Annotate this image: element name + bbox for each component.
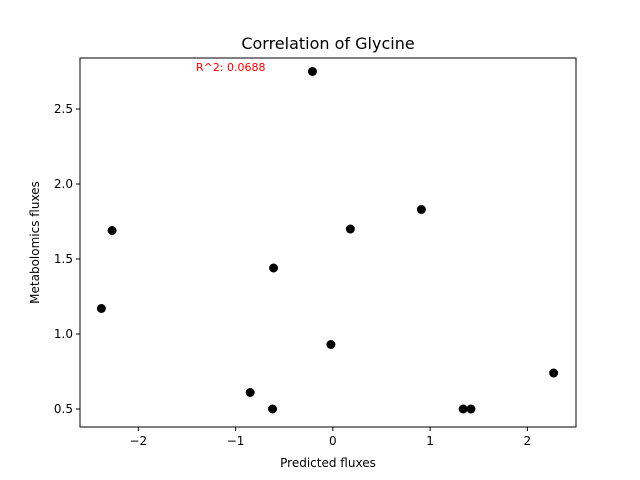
x-tick-label: −2 xyxy=(130,434,148,448)
y-tick-label: 1.0 xyxy=(54,327,73,341)
data-point xyxy=(307,67,317,76)
x-tick-label: −1 xyxy=(227,434,245,448)
y-axis-label: Metabolomics fluxes xyxy=(28,181,42,304)
x-axis: −2 −1 0 1 2 xyxy=(130,427,532,448)
data-point xyxy=(269,263,279,273)
y-tick-label: 1.5 xyxy=(54,252,73,266)
data-points xyxy=(96,67,559,414)
data-point xyxy=(458,404,468,414)
x-tick-label: 2 xyxy=(524,434,532,448)
data-point xyxy=(268,404,278,414)
data-point xyxy=(107,226,117,235)
y-tick-label: 2.5 xyxy=(54,102,73,116)
plot-area-frame xyxy=(79,57,577,428)
chart-title: Correlation of Glycine xyxy=(241,34,414,53)
data-point xyxy=(416,205,426,214)
data-point xyxy=(345,224,355,234)
y-axis: 0.5 1.0 1.5 2.0 2.5 xyxy=(54,102,80,416)
r-squared-annotation: R^2: 0.0688 xyxy=(196,61,266,74)
x-tick-label: 1 xyxy=(426,434,434,448)
x-axis-label: Predicted fluxes xyxy=(280,456,376,470)
data-point xyxy=(466,404,476,414)
data-point xyxy=(549,368,559,378)
data-point xyxy=(245,388,255,397)
data-point xyxy=(96,304,106,313)
x-tick-label: 0 xyxy=(329,434,337,448)
y-tick-label: 2.0 xyxy=(54,177,73,191)
y-tick-label: 0.5 xyxy=(54,402,73,416)
data-point xyxy=(326,340,336,349)
